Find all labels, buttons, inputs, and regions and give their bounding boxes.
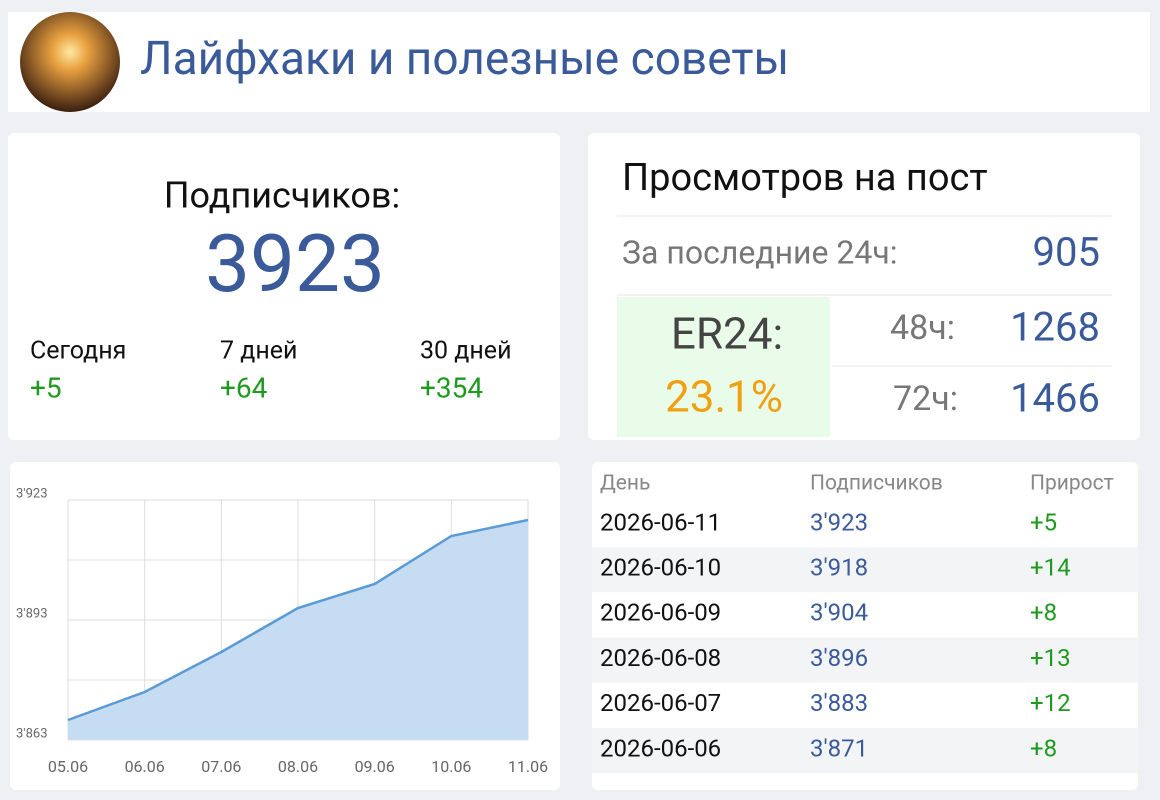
x-tick-label: 08.06 <box>278 757 318 776</box>
views-24-label: За последние 24ч: <box>622 233 898 271</box>
table-cell: 3'896 <box>810 644 868 672</box>
stat-value: +354 <box>420 371 483 404</box>
subscribers-card <box>8 133 560 440</box>
views-title: Просмотров на пост <box>622 156 988 200</box>
table-cell: 3'918 <box>810 554 868 582</box>
x-tick-label: 11.06 <box>508 757 548 776</box>
row-stripe <box>592 547 1138 593</box>
table-cell: 3'883 <box>810 689 868 717</box>
views-48-value: 1268 <box>1010 304 1100 351</box>
er-label: ER24: <box>671 308 783 360</box>
x-tick-label: 10.06 <box>431 757 471 776</box>
header-panel <box>8 12 1150 112</box>
table-cell: 2026-06-10 <box>600 554 721 582</box>
table-cell: 3'904 <box>810 599 868 627</box>
table-cell: 3'871 <box>810 734 868 762</box>
x-tick-label: 09.06 <box>355 757 395 776</box>
table-cell: +8 <box>1030 734 1057 762</box>
table-cell: 2026-06-11 <box>600 508 721 536</box>
table-header: Прирост <box>1030 472 1114 496</box>
x-tick-label: 06.06 <box>125 757 165 776</box>
table-cell: 2026-06-08 <box>600 644 721 672</box>
subscribers-label: Подписчиков: <box>164 175 400 217</box>
row-stripe <box>592 728 1138 773</box>
y-tick-label: 3'923 <box>16 486 48 501</box>
channel-title: Лайфхаки и полезные советы <box>140 32 789 86</box>
table-cell: +13 <box>1030 644 1071 672</box>
area-line <box>67 518 529 722</box>
views-24-value: 905 <box>1033 229 1100 276</box>
table-cell: 2026-06-06 <box>600 734 721 762</box>
avatar <box>20 12 120 112</box>
y-tick-label: 3'893 <box>16 606 48 621</box>
table-cell: 2026-06-07 <box>600 689 721 717</box>
row-stripe <box>592 637 1138 683</box>
table-cell: +8 <box>1030 599 1057 627</box>
table-cell: +5 <box>1030 508 1057 536</box>
table-cell: +14 <box>1030 554 1071 582</box>
views-72-label: 72ч: <box>893 379 958 419</box>
y-tick-label: 3'863 <box>16 726 48 741</box>
subscribers-count: 3923 <box>205 217 385 311</box>
stat-label: 7 дней <box>220 337 297 366</box>
views-48-label: 48ч: <box>890 308 955 348</box>
area-fill <box>68 520 528 740</box>
table-card <box>592 462 1138 790</box>
views-72-value: 1466 <box>1010 375 1100 422</box>
x-tick-label: 07.06 <box>201 757 241 776</box>
er-value: 23.1% <box>665 371 783 423</box>
stat-label: Сегодня <box>30 337 126 366</box>
table-cell: 3'923 <box>810 508 868 536</box>
table-cell: 2026-06-09 <box>600 599 721 627</box>
x-tick-label: 05.06 <box>48 757 88 776</box>
er-box <box>617 297 830 437</box>
table-header: Подписчиков <box>810 472 943 496</box>
stat-value: +64 <box>220 371 268 404</box>
stat-label: 30 дней <box>420 337 512 366</box>
table-header: День <box>600 472 650 496</box>
stat-value: +5 <box>30 371 62 404</box>
table-cell: +12 <box>1030 689 1071 717</box>
